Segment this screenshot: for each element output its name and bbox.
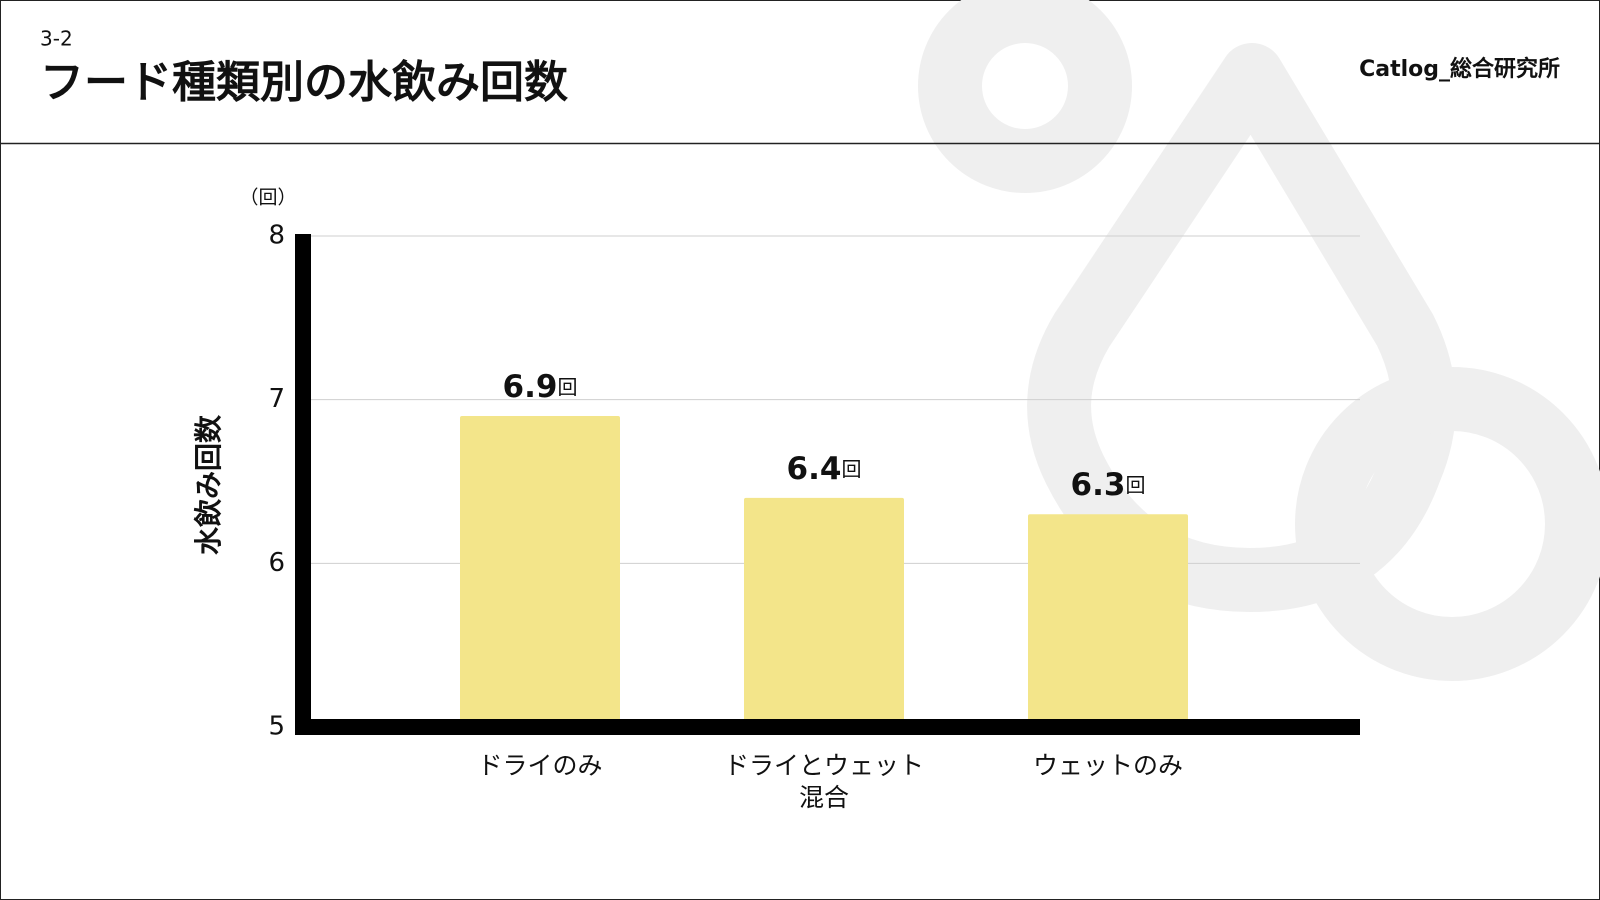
value-label: 6.3回 [1071,467,1146,503]
slide-title: フード種類別の水飲み回数 [40,57,568,108]
y-tick-label: 7 [268,384,285,414]
y-unit: （回） [239,187,296,209]
value-label: 6.9回 [503,369,578,405]
y-tick-label: 5 [268,712,285,742]
bar [460,416,620,727]
x-tick-label: ウェットのみ [1033,751,1183,780]
y-tick-label: 8 [268,221,285,251]
brand: Catlog_総合研究所 [1359,56,1560,82]
y-axis-title: 水飲み回数 [192,414,225,555]
value-label: 6.4回 [787,450,862,486]
section-number: 3-2 [40,27,73,51]
bar [744,497,904,727]
background-logo [918,0,1600,681]
x-tick-label: ドライのみ [477,751,602,780]
x-tick-label: ドライとウェット混合 [724,751,924,812]
bar [1028,514,1188,727]
y-tick-label: 6 [268,548,285,578]
